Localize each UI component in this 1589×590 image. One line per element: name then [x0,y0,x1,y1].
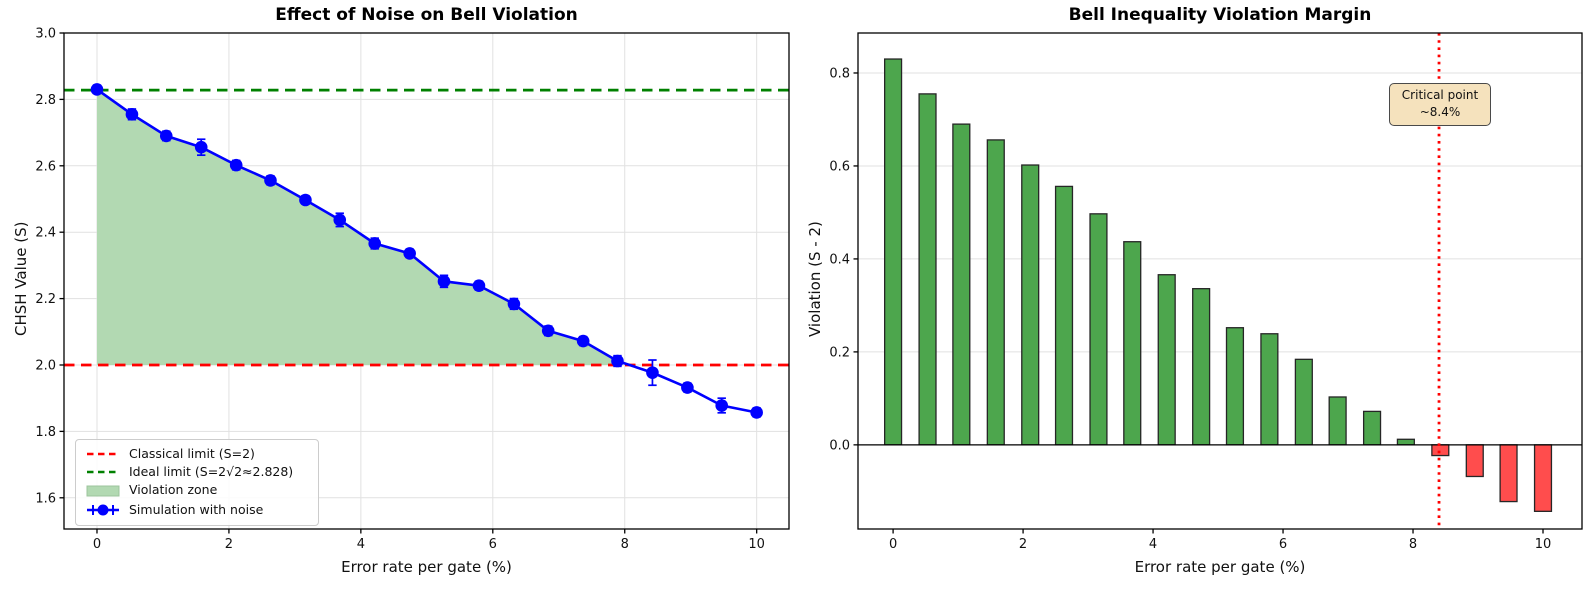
data-point [750,406,763,419]
axes-frame [63,32,790,530]
x-tick-label: 10 [1535,537,1552,552]
bar [986,139,1005,446]
data-point [125,108,139,121]
dashed-line-swatch-red [87,452,119,456]
data-point [576,334,590,348]
bar [1499,444,1518,503]
axes-frame [857,32,1583,530]
legend-label: Violation zone [129,482,218,498]
bar [1123,241,1142,446]
data-point [333,213,347,227]
y-tick-label: 2.4 [35,226,56,241]
bar [1054,185,1074,446]
y-tick-label: 2.2 [35,292,56,307]
y-tick-label: 1.6 [35,491,56,506]
data-point [299,193,312,207]
bar [918,93,937,446]
bar [1328,396,1347,446]
bar [1021,164,1040,446]
left-chart-xlabel: Error rate per gate (%) [341,558,512,576]
bar [1465,444,1484,478]
legend-label: Simulation with noise [129,501,264,517]
bar [1396,438,1415,446]
right-chart-title: Bell Inequality Violation Margin [1068,5,1372,25]
y-tick-label: 0.6 [829,159,850,174]
patch-swatch-green [86,485,120,497]
data-point [472,279,486,292]
left-chart-ylabel: CHSH Value (S) [12,221,30,336]
y-tick-label: 2.0 [35,358,56,373]
y-tick-label: 0.4 [829,252,850,267]
data-point [681,381,694,394]
y-tick-label: 2.8 [35,93,56,108]
bar [1362,410,1382,446]
x-tick-label: 8 [621,537,629,552]
x-tick-label: 4 [357,537,365,552]
bar [1225,327,1245,446]
x-tick-label: 0 [93,537,101,552]
legend-item-classical-limit: Classical limit (S=2) [86,447,308,461]
x-tick-label: 10 [748,537,765,552]
data-point [437,275,451,288]
bar [1260,333,1279,446]
data-point [715,399,729,412]
bar [1431,444,1450,457]
bar [1192,288,1211,446]
bar [1157,274,1176,446]
legend: Classical limit (S=2) Ideal limit (S=2√2… [75,439,319,526]
y-tick-label: 2.6 [35,159,56,174]
data-point [159,129,173,143]
annotation-line2: ~8.4% [1419,105,1461,120]
legend-item-simulation: Simulation with noise [86,502,308,518]
data-point [507,297,521,311]
y-tick-label: 1.8 [35,425,56,440]
y-tick-label: 0.8 [829,66,850,81]
data-point [90,83,104,96]
dashed-line-swatch-green [87,471,119,474]
x-tick-label: 2 [225,537,233,552]
y-tick-label: 0.0 [829,438,850,453]
critical-point-annotation: Critical point ~8.4% [1389,83,1491,126]
data-point [368,237,382,250]
bar [1533,444,1553,512]
data-point [194,140,208,154]
x-tick-label: 0 [889,537,897,552]
x-tick-label: 6 [489,537,497,552]
bar [883,58,903,446]
bar [952,123,971,446]
data-point [646,366,659,379]
x-tick-label: 6 [1279,537,1287,552]
right-chart-ylabel: Violation (S - 2) [806,221,824,337]
data-point [264,174,277,187]
bar [1294,358,1313,446]
legend-label: Classical limit (S=2) [129,445,255,461]
data-point [611,354,624,368]
annotation-line1: Critical point [1401,88,1479,102]
legend-item-ideal-limit: Ideal limit (S=2√2≈2.828) [86,465,308,479]
left-chart-title: Effect of Noise on Bell Violation [275,5,578,25]
data-point [403,247,416,260]
right-chart-xlabel: Error rate per gate (%) [1134,558,1306,576]
x-tick-label: 2 [1019,537,1027,552]
x-tick-label: 4 [1149,537,1157,552]
y-tick-label: 3.0 [35,27,56,42]
data-point [541,324,555,338]
legend-label: Ideal limit (S=2√2≈2.828) [129,464,294,480]
violation-zone-fill [96,89,618,365]
bar [1089,213,1108,446]
data-point [229,158,243,172]
legend-item-violation-zone: Violation zone [86,484,308,498]
y-tick-label: 0.2 [829,345,850,360]
x-tick-label: 8 [1409,537,1417,552]
errorbar-swatch-blue [87,504,119,516]
